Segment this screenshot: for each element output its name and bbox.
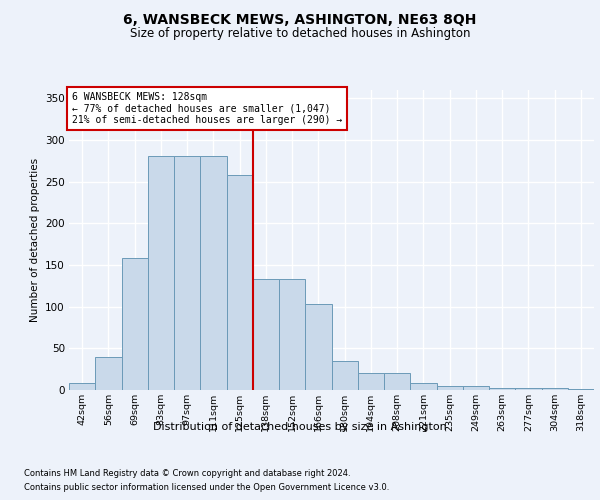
- Bar: [331, 361, 358, 390]
- Bar: [95, 356, 121, 390]
- Bar: [489, 388, 515, 390]
- Bar: [463, 386, 489, 390]
- Bar: [437, 386, 463, 390]
- Text: Contains HM Land Registry data © Crown copyright and database right 2024.: Contains HM Land Registry data © Crown c…: [24, 468, 350, 477]
- Bar: [200, 156, 227, 390]
- Text: Distribution of detached houses by size in Ashington: Distribution of detached houses by size …: [153, 422, 447, 432]
- Bar: [568, 389, 594, 390]
- Text: 6, WANSBECK MEWS, ASHINGTON, NE63 8QH: 6, WANSBECK MEWS, ASHINGTON, NE63 8QH: [124, 12, 476, 26]
- Bar: [410, 384, 437, 390]
- Bar: [121, 258, 148, 390]
- Text: Size of property relative to detached houses in Ashington: Size of property relative to detached ho…: [130, 28, 470, 40]
- Bar: [227, 175, 253, 390]
- Bar: [253, 279, 279, 390]
- Bar: [384, 374, 410, 390]
- Bar: [542, 388, 568, 390]
- Bar: [358, 374, 384, 390]
- Bar: [279, 279, 305, 390]
- Text: Contains public sector information licensed under the Open Government Licence v3: Contains public sector information licen…: [24, 484, 389, 492]
- Bar: [515, 388, 542, 390]
- Bar: [174, 156, 200, 390]
- Bar: [69, 384, 95, 390]
- Text: 6 WANSBECK MEWS: 128sqm
← 77% of detached houses are smaller (1,047)
21% of semi: 6 WANSBECK MEWS: 128sqm ← 77% of detache…: [71, 92, 342, 124]
- Bar: [305, 304, 331, 390]
- Y-axis label: Number of detached properties: Number of detached properties: [29, 158, 40, 322]
- Bar: [148, 156, 174, 390]
